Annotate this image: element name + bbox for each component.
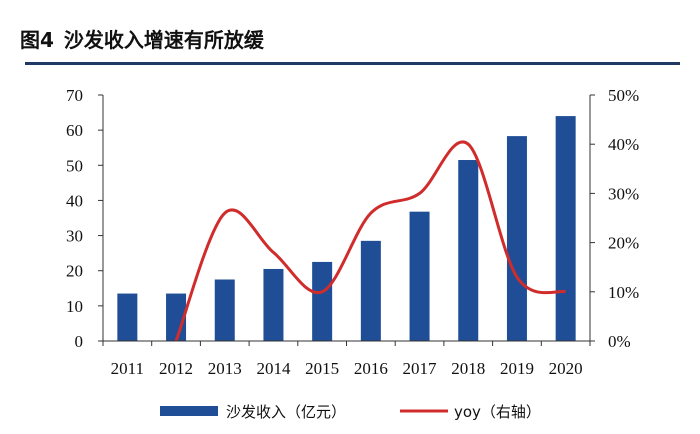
right-tick-label: 10% bbox=[608, 283, 639, 302]
left-tick-label: 50 bbox=[66, 156, 83, 175]
legend-bar-label: 沙发收入（亿元） bbox=[226, 403, 346, 421]
legend-bar-swatch bbox=[160, 406, 218, 416]
left-tick-label: 70 bbox=[66, 86, 83, 105]
x-tick-label: 2016 bbox=[354, 359, 388, 378]
right-tick-label: 0% bbox=[608, 332, 631, 351]
figure-title: 图4 沙发收入增速有所放缓 bbox=[20, 18, 264, 58]
x-tick-label: 2018 bbox=[451, 359, 485, 378]
bar-2019 bbox=[506, 136, 527, 341]
bar-2020 bbox=[555, 116, 576, 341]
x-tick-label: 2011 bbox=[111, 359, 144, 378]
legend: 沙发收入（亿元） yoy（右轴） bbox=[160, 403, 541, 421]
x-tick-label: 2014 bbox=[256, 359, 291, 378]
left-tick-label: 30 bbox=[66, 227, 83, 246]
left-tick-label: 60 bbox=[66, 121, 83, 140]
left-tick-label: 20 bbox=[66, 262, 83, 281]
bar-2016 bbox=[360, 240, 381, 341]
x-tick-label: 2013 bbox=[208, 359, 242, 378]
bar-2014 bbox=[263, 268, 284, 341]
x-tick-label: 2015 bbox=[305, 359, 339, 378]
figure-number: 图4 bbox=[20, 27, 54, 52]
bar-2013 bbox=[214, 279, 235, 341]
figure-title-text: 沙发收入增速有所放缓 bbox=[63, 27, 264, 52]
right-axis-ticks: 0% 10% 20% 30% 40% 50% bbox=[590, 86, 639, 351]
yoy-line bbox=[174, 140, 567, 342]
bar-series bbox=[117, 116, 576, 341]
right-tick-label: 30% bbox=[608, 184, 639, 203]
x-axis-ticks: 2011 2012 2013 2014 2015 2016 2017 2018 2019 2020 bbox=[102, 341, 591, 378]
title-divider bbox=[25, 62, 680, 65]
left-tick-label: 40 bbox=[66, 191, 83, 210]
left-axis-ticks: 0 10 20 30 40 50 60 70 bbox=[66, 86, 103, 351]
bar-2015 bbox=[312, 261, 333, 341]
x-tick-label: 2017 bbox=[403, 359, 438, 378]
left-tick-label: 10 bbox=[66, 297, 83, 316]
bar-2011 bbox=[117, 293, 138, 341]
bar-2017 bbox=[409, 211, 430, 341]
right-tick-label: 40% bbox=[608, 135, 639, 154]
bar-2018 bbox=[458, 160, 479, 341]
right-tick-label: 50% bbox=[608, 86, 639, 105]
x-tick-label: 2012 bbox=[159, 359, 193, 378]
legend-line-label: yoy（右轴） bbox=[454, 403, 541, 421]
x-tick-label: 2020 bbox=[549, 359, 583, 378]
x-tick-label: 2019 bbox=[500, 359, 534, 378]
right-tick-label: 20% bbox=[608, 234, 639, 253]
left-tick-label: 0 bbox=[75, 332, 84, 351]
